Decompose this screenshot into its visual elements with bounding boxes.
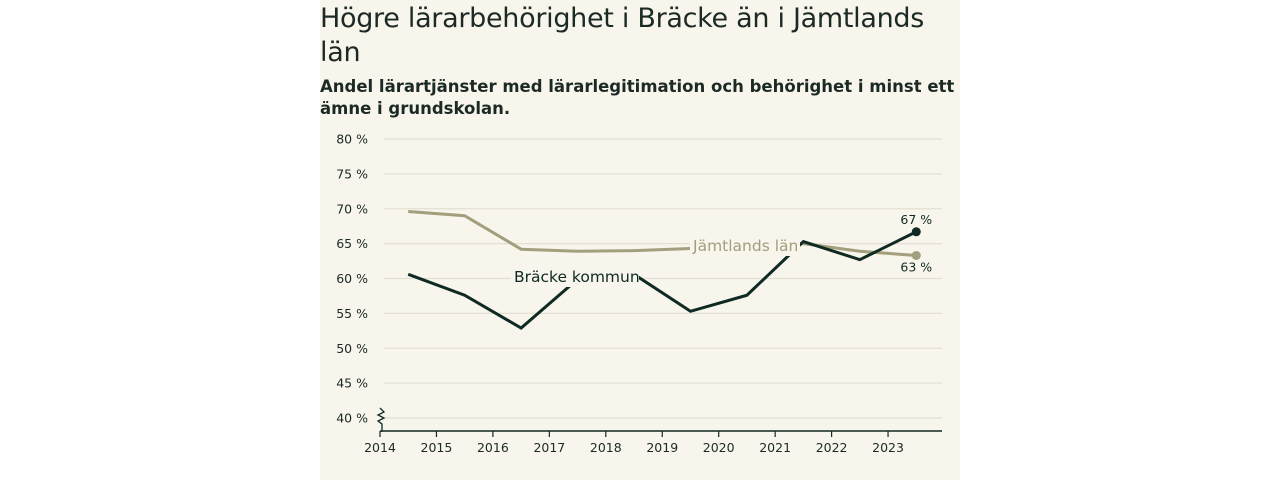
chart-title: Högre lärarbehörighet i Bräcke än i Jämt… (320, 3, 925, 68)
x-tick-label: 2015 (421, 440, 453, 455)
y-tick-label: 55 % (336, 306, 368, 321)
y-tick-label: 70 % (336, 201, 368, 216)
end-value-label: 63 % (900, 259, 932, 274)
x-tick-label: 2017 (533, 440, 565, 455)
x-tick-label: 2016 (477, 440, 509, 455)
x-tick-label: 2019 (646, 440, 678, 455)
label-background (690, 236, 800, 256)
x-tick-label: 2018 (590, 440, 622, 455)
y-tick-label: 50 % (336, 341, 368, 356)
chart-subtitle: Andel lärartjänster med lärarlegitimatio… (320, 77, 955, 118)
y-tick-label: 65 % (336, 236, 368, 251)
series-line-jamtland (408, 210, 917, 257)
y-tick-label: 45 % (336, 376, 368, 391)
y-tick-label: 60 % (336, 271, 368, 286)
series-end-point (911, 250, 921, 260)
x-tick-label: 2020 (703, 440, 735, 455)
y-tick-label: 40 % (336, 411, 368, 426)
x-tick-label: 2014 (364, 440, 396, 455)
series-label-bracke: Bräcke kommun (514, 268, 640, 286)
x-tick-label: 2023 (872, 440, 904, 455)
series-end-point (911, 227, 921, 237)
y-tick-label: 75 % (336, 166, 368, 181)
x-tick-label: 2022 (816, 440, 848, 455)
label-background (511, 267, 639, 287)
y-tick-label: 80 % (336, 132, 368, 147)
end-value-label: 67 % (900, 212, 932, 227)
chart-panel (320, 0, 960, 480)
x-tick-label: 2021 (759, 440, 791, 455)
axis-break-icon (376, 407, 386, 432)
series-line-bracke (407, 230, 917, 330)
series-label-jamtland: Jämtlands län (692, 237, 798, 255)
